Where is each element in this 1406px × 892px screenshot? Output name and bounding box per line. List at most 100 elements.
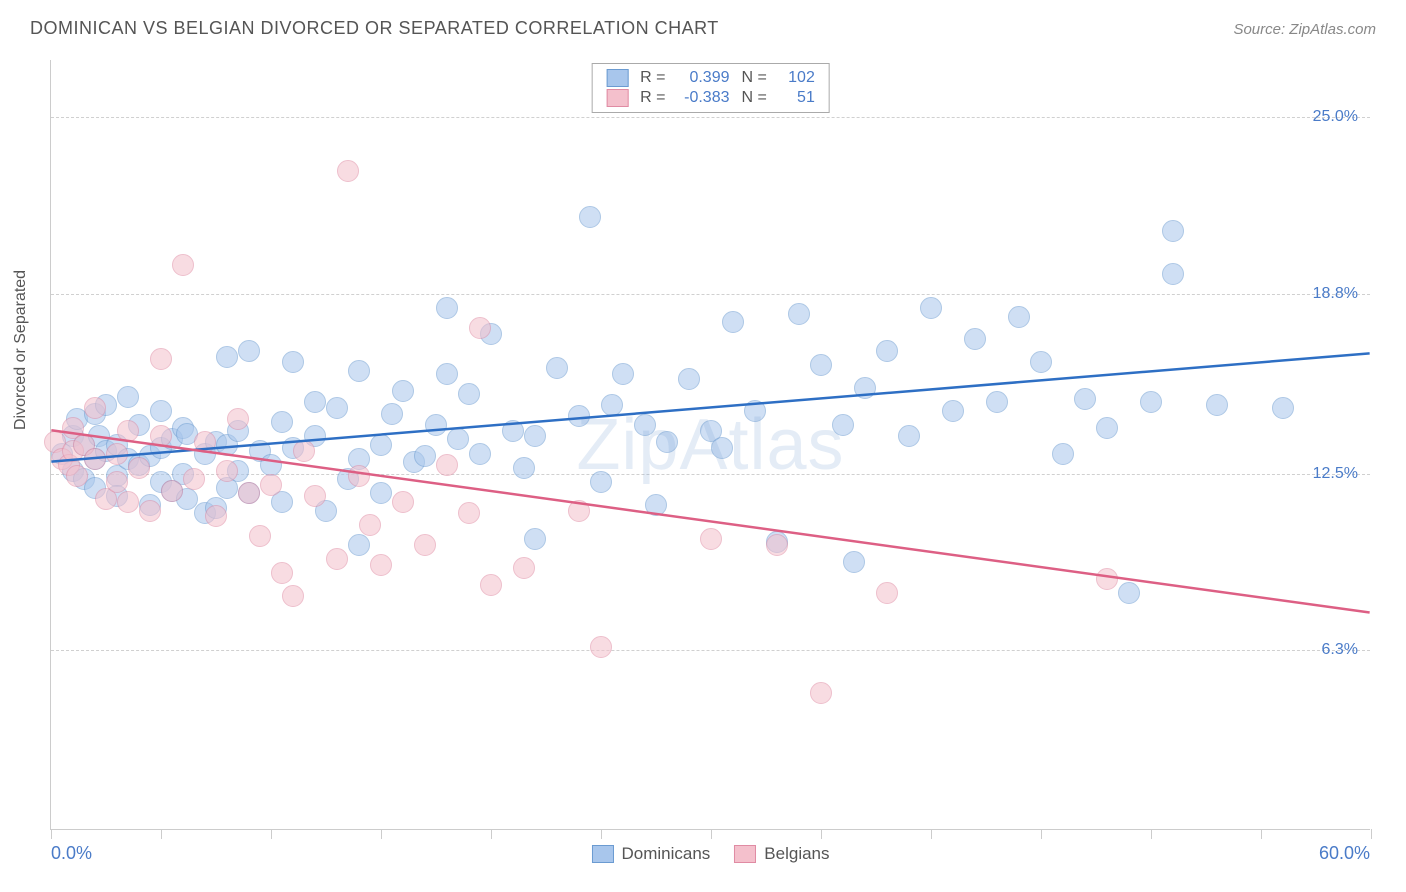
x-tick (381, 829, 382, 839)
data-point (1272, 397, 1294, 419)
data-point (238, 482, 260, 504)
x-tick (271, 829, 272, 839)
data-point (414, 534, 436, 556)
data-point (414, 445, 436, 467)
x-tick (1261, 829, 1262, 839)
data-point (700, 528, 722, 550)
data-point (84, 448, 106, 470)
data-point (513, 457, 535, 479)
data-point (436, 454, 458, 476)
chart-header: DOMINICAN VS BELGIAN DIVORCED OR SEPARAT… (30, 18, 1376, 39)
data-point (370, 482, 392, 504)
x-tick (1041, 829, 1042, 839)
data-point (1074, 388, 1096, 410)
data-point (370, 434, 392, 456)
trendline (51, 430, 1369, 612)
data-point (843, 551, 865, 573)
data-point (645, 494, 667, 516)
chart-source: Source: ZipAtlas.com (1233, 21, 1376, 38)
y-axis-title: Divorced or Separated (12, 270, 30, 430)
data-point (810, 682, 832, 704)
data-point (656, 431, 678, 453)
data-point (920, 297, 942, 319)
data-point (337, 160, 359, 182)
legend-n-value: 102 (779, 69, 815, 87)
plot-area: ZipAtlas R =0.399N =102R =-0.383N =51 Do… (50, 60, 1370, 830)
data-point (458, 383, 480, 405)
legend-correlation: R =0.399N =102R =-0.383N =51 (591, 63, 830, 113)
data-point (293, 440, 315, 462)
data-point (810, 354, 832, 376)
data-point (117, 491, 139, 513)
x-tick (711, 829, 712, 839)
data-point (66, 465, 88, 487)
x-tick (51, 829, 52, 839)
data-point (524, 528, 546, 550)
gridline (51, 650, 1370, 651)
legend-swatch (606, 69, 628, 87)
data-point (447, 428, 469, 450)
data-point (216, 460, 238, 482)
legend-n-label: N = (742, 69, 767, 87)
data-point (766, 534, 788, 556)
data-point (150, 400, 172, 422)
legend-r-label: R = (640, 69, 665, 87)
y-tick-label: 25.0% (1313, 108, 1358, 126)
x-tick (1371, 829, 1372, 839)
data-point (304, 391, 326, 413)
x-tick (931, 829, 932, 839)
legend-item: Belgians (734, 844, 829, 864)
data-point (238, 340, 260, 362)
y-tick-label: 6.3% (1322, 641, 1358, 659)
legend-r-value: -0.383 (678, 89, 730, 107)
data-point (381, 403, 403, 425)
data-point (722, 311, 744, 333)
data-point (524, 425, 546, 447)
data-point (1096, 568, 1118, 590)
data-point (128, 457, 150, 479)
data-point (436, 297, 458, 319)
data-point (271, 562, 293, 584)
data-point (678, 368, 700, 390)
legend-swatch (606, 89, 628, 107)
x-tick (491, 829, 492, 839)
data-point (370, 554, 392, 576)
data-point (1118, 582, 1140, 604)
data-point (898, 425, 920, 447)
data-point (106, 471, 128, 493)
data-point (359, 514, 381, 536)
data-point (348, 360, 370, 382)
data-point (469, 317, 491, 339)
data-point (348, 534, 370, 556)
legend-series: DominicansBelgians (591, 844, 829, 864)
data-point (590, 636, 612, 658)
x-tick (821, 829, 822, 839)
legend-r-value: 0.399 (678, 69, 730, 87)
data-point (150, 425, 172, 447)
data-point (84, 397, 106, 419)
data-point (612, 363, 634, 385)
legend-swatch (591, 845, 613, 863)
data-point (1030, 351, 1052, 373)
data-point (106, 443, 128, 465)
data-point (392, 491, 414, 513)
legend-n-label: N = (742, 89, 767, 107)
data-point (942, 400, 964, 422)
gridline (51, 474, 1370, 475)
data-point (271, 411, 293, 433)
data-point (249, 525, 271, 547)
legend-swatch (734, 845, 756, 863)
x-tick-label: 0.0% (51, 843, 92, 864)
data-point (117, 386, 139, 408)
data-point (425, 414, 447, 436)
data-point (876, 582, 898, 604)
data-point (183, 468, 205, 490)
data-point (172, 254, 194, 276)
data-point (1206, 394, 1228, 416)
data-point (711, 437, 733, 459)
data-point (282, 585, 304, 607)
gridline (51, 294, 1370, 295)
data-point (964, 328, 986, 350)
x-tick (601, 829, 602, 839)
data-point (1052, 443, 1074, 465)
